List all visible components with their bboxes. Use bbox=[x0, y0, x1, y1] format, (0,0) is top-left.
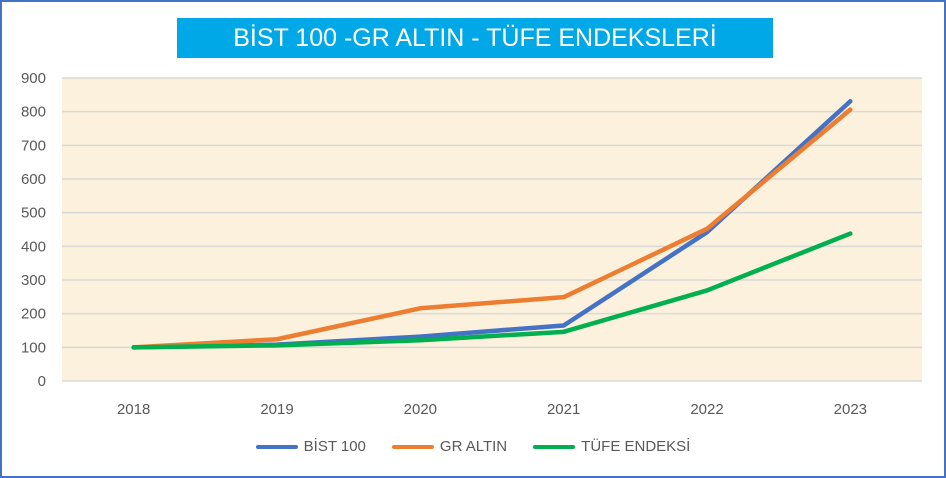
legend-item: GR ALTIN bbox=[391, 438, 508, 455]
y-tick-label: 100 bbox=[21, 339, 46, 356]
x-tick-label: 2023 bbox=[834, 401, 867, 418]
legend-swatch bbox=[533, 444, 576, 449]
y-tick-label: 500 bbox=[21, 205, 46, 222]
x-tick-label: 2018 bbox=[117, 401, 150, 418]
x-tick-label: 2020 bbox=[404, 401, 437, 418]
y-tick-label: 0 bbox=[38, 373, 46, 390]
series-line-1 bbox=[131, 107, 853, 350]
y-tick-label: 300 bbox=[21, 272, 46, 289]
y-tick-label: 200 bbox=[21, 306, 46, 323]
legend: BİST 100 GR ALTIN TÜFE ENDEKSİ bbox=[2, 438, 944, 455]
y-tick-label: 900 bbox=[21, 70, 46, 87]
chart-title: BİST 100 -GR ALTIN - TÜFE ENDEKSLERİ 201… bbox=[177, 18, 773, 92]
legend-label: TÜFE ENDEKSİ bbox=[581, 438, 691, 455]
legend-label: GR ALTIN bbox=[439, 438, 508, 455]
series-line-2 bbox=[131, 231, 853, 350]
x-tick-label: 2022 bbox=[690, 401, 723, 418]
y-tick-label: 800 bbox=[21, 104, 46, 121]
y-tick-label: 400 bbox=[21, 238, 46, 255]
legend-item: TÜFE ENDEKSİ bbox=[533, 438, 690, 455]
legend-label: BİST 100 bbox=[303, 438, 366, 455]
y-tick-label: 600 bbox=[21, 171, 46, 188]
x-tick-label: 2021 bbox=[547, 401, 580, 418]
legend-swatch bbox=[255, 444, 298, 449]
legend-item: BİST 100 bbox=[255, 438, 366, 455]
y-tick-label: 700 bbox=[21, 137, 46, 154]
x-tick-label: 2019 bbox=[260, 401, 293, 418]
legend-swatch bbox=[391, 444, 434, 449]
